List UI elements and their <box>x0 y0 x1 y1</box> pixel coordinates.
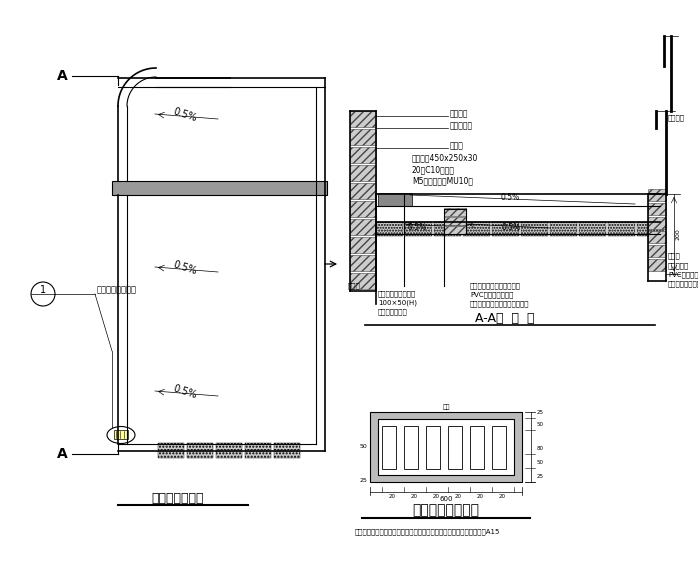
Text: 100×50(H): 100×50(H) <box>378 300 417 306</box>
Bar <box>579 222 606 236</box>
Text: 土工布一道: 土工布一道 <box>668 263 689 269</box>
Text: PVC排水链水板成品: PVC排水链水板成品 <box>470 291 513 298</box>
Text: 20: 20 <box>454 495 461 500</box>
Text: 600: 600 <box>439 496 453 502</box>
Bar <box>350 273 376 289</box>
Text: 0.5%: 0.5% <box>172 383 198 401</box>
Bar <box>376 222 403 236</box>
Bar <box>404 426 418 469</box>
Text: 200: 200 <box>676 228 681 240</box>
Bar <box>492 426 506 469</box>
Bar <box>648 189 666 201</box>
Bar <box>648 259 666 271</box>
Text: 20: 20 <box>389 495 396 500</box>
Bar <box>648 203 666 215</box>
Bar <box>274 443 300 450</box>
Text: 25: 25 <box>537 474 544 478</box>
Bar <box>637 222 664 236</box>
Bar <box>648 231 666 243</box>
Text: 0.5%: 0.5% <box>500 192 519 201</box>
Text: 雨水篦子450x250x30: 雨水篦子450x250x30 <box>412 153 478 162</box>
Text: 20: 20 <box>477 495 484 500</box>
Bar <box>405 222 432 236</box>
Bar <box>158 451 184 458</box>
Bar <box>350 111 376 127</box>
Bar <box>245 451 271 458</box>
Bar <box>112 181 327 195</box>
Text: 0.5%: 0.5% <box>502 224 521 233</box>
Text: M5水泥砂浆砌MU10砖: M5水泥砂浆砌MU10砖 <box>412 177 473 186</box>
Bar <box>444 226 466 234</box>
Bar <box>274 451 300 458</box>
Bar <box>434 222 461 236</box>
Text: 50: 50 <box>359 444 367 449</box>
Text: 空中花园平面图: 空中花园平面图 <box>151 491 205 504</box>
Text: A: A <box>57 69 68 83</box>
Text: 页脚: 页脚 <box>443 404 450 410</box>
Bar <box>608 222 635 236</box>
Text: 雨水篦子平面大样: 雨水篦子平面大样 <box>97 285 137 294</box>
Bar <box>426 426 440 469</box>
Bar <box>350 255 376 271</box>
Text: 20: 20 <box>433 495 440 500</box>
Bar <box>350 183 376 199</box>
Bar <box>350 165 376 181</box>
Bar <box>350 219 376 235</box>
Bar <box>521 222 548 236</box>
Text: 25: 25 <box>359 478 367 482</box>
Bar <box>187 443 213 450</box>
Bar <box>216 451 242 458</box>
Text: 土工布一道（土工布端头固定）: 土工布一道（土工布端头固定） <box>470 301 530 307</box>
Text: 0.5%: 0.5% <box>172 106 198 123</box>
Bar <box>448 426 462 469</box>
Bar <box>187 451 213 458</box>
Text: 固定钉: 固定钉 <box>450 142 464 151</box>
Bar <box>444 217 466 225</box>
Bar <box>350 147 376 163</box>
Bar <box>216 443 242 450</box>
Text: 0.5%: 0.5% <box>408 224 427 233</box>
Text: PVC雨水链水板成品: PVC雨水链水板成品 <box>668 272 698 278</box>
Bar <box>158 443 184 450</box>
Bar <box>245 443 271 450</box>
Bar <box>378 193 412 206</box>
Bar <box>648 245 666 257</box>
Text: 建筑墙体: 建筑墙体 <box>450 109 468 118</box>
Bar <box>550 222 577 236</box>
Text: 建筑防膜（建筑乙烯防水、丙烯）: 建筑防膜（建筑乙烯防水、丙烯） <box>668 281 698 288</box>
Text: 0.5%: 0.5% <box>172 259 198 277</box>
Text: 种植土: 种植土 <box>668 252 681 259</box>
Text: 20厚C10混凝土: 20厚C10混凝土 <box>412 165 455 174</box>
Bar <box>370 412 522 482</box>
Bar <box>114 430 128 439</box>
Bar <box>382 426 396 469</box>
Bar <box>492 222 519 236</box>
Bar <box>463 222 490 236</box>
Bar <box>350 237 376 253</box>
Text: 建筑完成面: 建筑完成面 <box>450 122 473 131</box>
Text: 雨水篦子平面大样: 雨水篦子平面大样 <box>413 503 480 517</box>
Text: 50: 50 <box>537 460 544 465</box>
Text: 混凝层反坡排管水孔: 混凝层反坡排管水孔 <box>378 291 416 297</box>
Bar <box>470 426 484 469</box>
Bar <box>648 217 666 229</box>
Text: A-A剖  面  图: A-A剖 面 图 <box>475 311 535 324</box>
Text: 注：雨水篦子采用复合材料（不饱和聚酯树脂涂绿色）篦板，荷载等级A15: 注：雨水篦子采用复合材料（不饱和聚酯树脂涂绿色）篦板，荷载等级A15 <box>355 529 500 535</box>
Text: 50: 50 <box>537 422 544 427</box>
Text: A: A <box>57 447 68 461</box>
Text: 建筑反坡（建筑乙烯防水）: 建筑反坡（建筑乙烯防水） <box>470 282 521 289</box>
Bar <box>444 208 466 216</box>
Text: 截水管: 截水管 <box>347 282 360 289</box>
Text: 1: 1 <box>40 285 46 295</box>
Bar <box>350 201 376 217</box>
Text: 土工布端头固定: 土工布端头固定 <box>378 308 408 315</box>
Text: 25: 25 <box>537 409 544 414</box>
Bar <box>350 129 376 145</box>
Bar <box>378 419 514 475</box>
Text: 20: 20 <box>410 495 417 500</box>
Text: 80: 80 <box>537 445 544 451</box>
Text: 20: 20 <box>498 495 505 500</box>
Text: 建筑栏杆: 建筑栏杆 <box>668 115 685 121</box>
